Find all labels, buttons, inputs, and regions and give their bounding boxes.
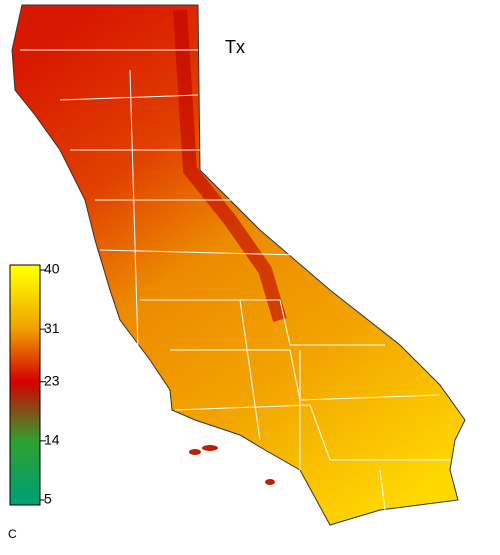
colorbar-tick-label: 5	[44, 491, 52, 507]
county-lines	[20, 49, 450, 511]
colorbar-tick-label: 14	[44, 432, 60, 448]
islands	[189, 445, 275, 485]
california-shape	[11, 4, 466, 526]
colorbar-tick-label: 40	[44, 261, 60, 277]
sierra-band	[173, 9, 287, 323]
colorbar-tick-label: 31	[44, 320, 60, 336]
map-title: Tx	[225, 37, 245, 57]
colorbar-tick-label: 23	[44, 372, 60, 388]
colorbar	[9, 264, 41, 506]
colorbar-unit: C	[8, 527, 17, 541]
